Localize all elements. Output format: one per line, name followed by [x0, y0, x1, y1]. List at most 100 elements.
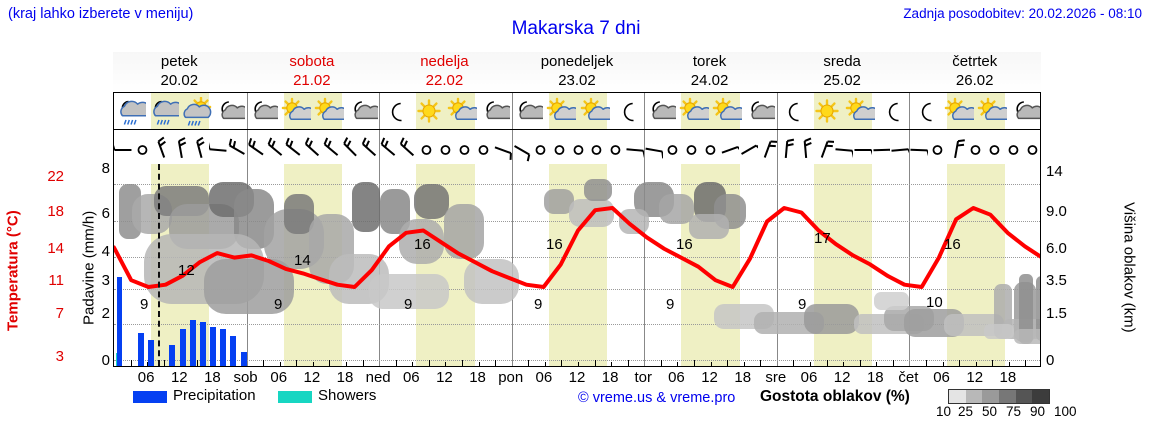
temperature-value-label: 9: [666, 296, 675, 313]
x-axis-tick: 12: [436, 369, 453, 386]
axis-tickmark: [743, 362, 745, 366]
x-axis-tick: čet: [898, 369, 919, 386]
cloudheight-axis-title: Višina oblakov (km): [1120, 202, 1138, 333]
axis-tickmark: [627, 360, 629, 366]
cloudheight-tick: 3.5: [1046, 272, 1067, 289]
axis-tickmark: [859, 360, 861, 366]
weather-icon-sun-cloud: [711, 93, 744, 130]
wind-barb: [133, 130, 152, 164]
weather-icon-moon-cloud: [479, 93, 512, 130]
axis-tickmark: [196, 360, 198, 366]
x-axis-tick: 18: [204, 369, 221, 386]
temperature-value-label: 16: [546, 236, 563, 253]
cloudheight-tick: 9.0: [1046, 203, 1067, 220]
weather-icon-moon: [909, 93, 942, 130]
precipitation-bar: [220, 328, 226, 366]
day-separator: [644, 164, 646, 366]
wind-barb: [114, 130, 133, 164]
axis-tickmark: [263, 360, 265, 366]
weather-icon-row: [114, 93, 1040, 130]
weather-icon-cloud-moon: [346, 93, 379, 130]
x-axis-tick: 18: [336, 369, 354, 386]
wind-barb: [606, 130, 625, 164]
axis-tickmark: [677, 362, 679, 366]
day-date: 22.02: [425, 72, 464, 89]
wind-barb: [701, 130, 720, 164]
density-swatch-90: [1015, 390, 1033, 403]
day-header-četrtek: četrtek 26.02: [908, 52, 1041, 92]
temperature-tick: 14: [47, 240, 64, 257]
day-name: petek: [160, 53, 198, 70]
temperature-value-label: 17: [814, 230, 831, 247]
axis-tickmark: [694, 360, 695, 366]
axis-tickmark: [147, 362, 149, 366]
copyright-link[interactable]: © vreme.us & vreme.pro: [578, 390, 736, 406]
wind-barb: [360, 130, 379, 164]
day-separator: [644, 130, 646, 164]
day-separator: [246, 130, 248, 164]
axis-tickmark: [528, 360, 530, 366]
weather-icon-sun-cloud: [943, 93, 976, 130]
axis-tickmark: [362, 360, 364, 366]
axis-tickmark: [876, 362, 878, 366]
showers-legend-swatch: [278, 391, 312, 403]
x-axis-tick: 18: [866, 369, 884, 386]
weather-icon-moon-cloud: [512, 93, 545, 130]
weather-icon-moon: [611, 93, 644, 130]
day-separator: [776, 130, 778, 164]
day-separator: [644, 93, 646, 129]
cloud-density-scale: 10 25 50 75 90 100: [936, 404, 1077, 422]
axis-tickmark: [959, 360, 961, 366]
axis-tickmark: [346, 362, 347, 366]
day-header-nedelja: nedelja 22.02: [378, 52, 511, 92]
axis-tickmark: [892, 360, 894, 366]
day-separator: [909, 130, 911, 164]
axis-tickmark: [710, 362, 712, 366]
temperature-value-label: 16: [676, 236, 693, 253]
x-axis-tick: pon: [498, 369, 524, 386]
temperature-value-label: 16: [414, 236, 431, 253]
day-separator: [511, 130, 513, 164]
density-scale-label: 10: [936, 404, 952, 419]
density-swatch-50: [982, 390, 1000, 403]
axis-tickmark: [163, 360, 165, 366]
wind-barb: [190, 130, 209, 164]
precipitation-bar: [200, 321, 206, 366]
wind-barb: [398, 130, 417, 164]
precipitation-axis-title: Padavine (mm/h): [80, 210, 98, 326]
precipitation-tick: 8: [101, 160, 110, 177]
x-axis-tick: 18: [601, 369, 619, 386]
x-axis-tick: 12: [833, 369, 851, 386]
gridline: [114, 323, 1040, 325]
page-title: Makarska 7 dni: [511, 18, 641, 39]
axis-tickmark: [578, 362, 579, 366]
wind-barb: [890, 130, 910, 164]
axis-tickmark: [1008, 362, 1010, 366]
weather-icon-sun: [412, 93, 445, 130]
axis-tickmark: [428, 360, 430, 366]
temperature-value-label: 9: [534, 296, 543, 313]
axis-tickmark: [478, 362, 480, 366]
temperature-value-label: 10: [1039, 292, 1040, 309]
day-name: četrtek: [952, 53, 998, 70]
day-header-ponedeljek: ponedeljek 23.02: [511, 52, 644, 92]
showers-legend-label: Showers: [318, 387, 377, 404]
weather-icon-moon-cloud: [213, 93, 246, 130]
axis-tickmark: [793, 360, 795, 366]
weather-icon-moon-cloud: [744, 93, 777, 130]
axis-tickmark: [462, 360, 463, 366]
axis-tickmark: [329, 360, 331, 366]
weather-icon-moon: [876, 93, 909, 130]
day-separator: [909, 93, 911, 129]
last-update: Zadnja posodobitev: 20.02.2026 - 08:10: [903, 6, 1142, 21]
wind-barb: [872, 130, 891, 164]
wind-barb: [322, 130, 341, 164]
weather-icon-rain: [147, 93, 180, 130]
x-axis-tick: 06: [270, 369, 288, 386]
temperature-value-label: 9: [404, 296, 413, 313]
x-axis-tick: ned: [365, 369, 391, 386]
precipitation-bar: [190, 319, 196, 366]
wind-barb: [928, 130, 947, 164]
wind-barb: [341, 130, 360, 164]
cloud-density-colorbar: [948, 389, 1050, 404]
